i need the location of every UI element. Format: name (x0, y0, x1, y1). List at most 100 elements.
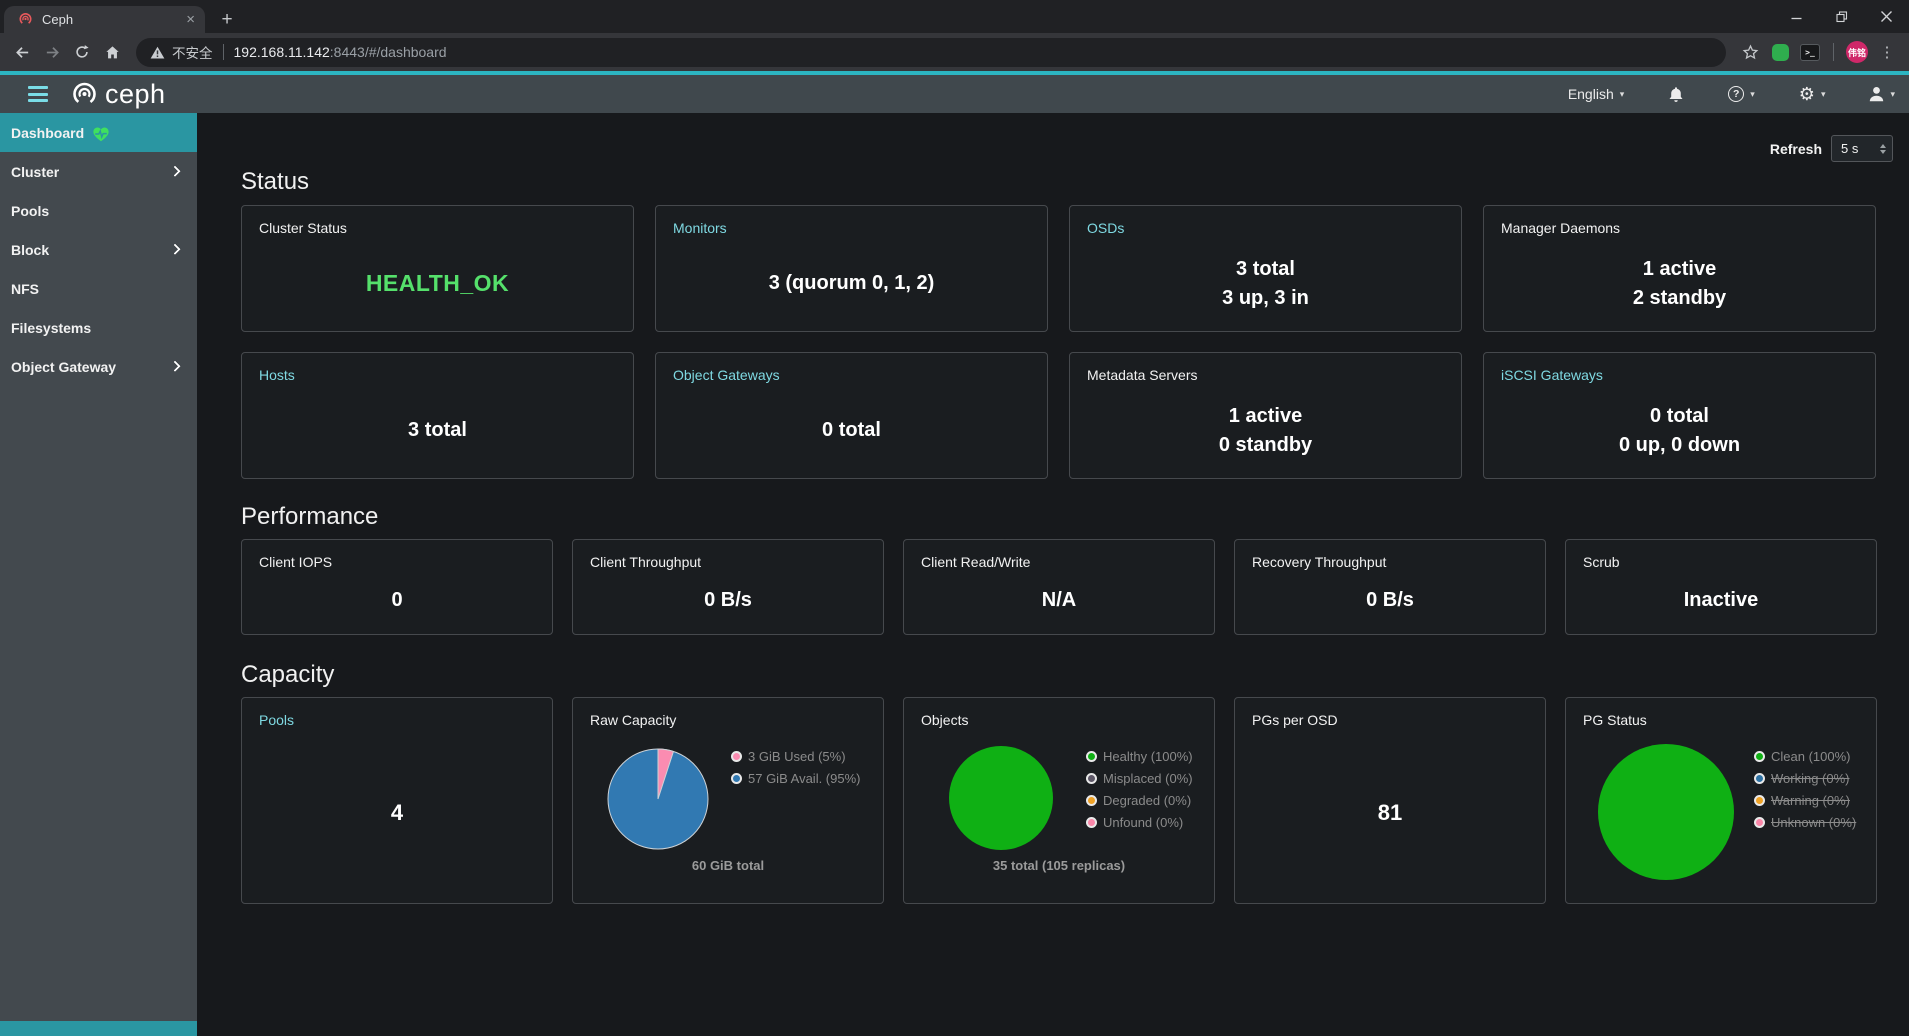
sidebar-item-pools[interactable]: Pools (11, 202, 50, 219)
security-warning-label: 不安全 (172, 46, 213, 61)
window-restore-button[interactable] (1819, 0, 1864, 33)
raw-capacity-legend: 3 GiB Used (5%) 57 GiB Avail. (95%) (731, 749, 860, 793)
pg-status-legend: Clean (100%) Working (0%) Warning (0%) U… (1754, 749, 1856, 837)
browser-tab-bar: Ceph × + (0, 0, 1909, 33)
sidebar-item-filesystems[interactable]: Filesystems (11, 319, 92, 336)
address-divider (222, 44, 224, 60)
card-title-link[interactable]: Monitors (673, 220, 727, 236)
legend-item[interactable]: Unfound (0%) (1086, 815, 1193, 830)
brand-text: ceph (105, 78, 166, 109)
card-recovery-throughput: Recovery Throughput 0 B/s (1234, 539, 1546, 635)
card-title: Manager Daemons (1501, 220, 1621, 236)
window-minimize-button[interactable] (1774, 0, 1819, 33)
tab-title: Ceph (42, 12, 74, 27)
extension-terminal-icon[interactable]: >_ (1796, 38, 1824, 66)
objects-total: 35 total (105 replicas) (992, 858, 1126, 873)
url-path: :8443/#/dashboard (329, 44, 447, 60)
performance-row: Client IOPS 0 Client Throughput 0 B/s Cl… (241, 539, 1909, 635)
objects-legend: Healthy (100%) Misplaced (0%) Degraded (… (1086, 749, 1193, 837)
card-title-link[interactable]: Pools (259, 712, 295, 728)
sidebar-item-block[interactable]: Block (0, 230, 197, 269)
sidebar: Dashboard Cluster Pools Block NFS Filesy… (0, 113, 197, 1036)
objects-pie-chart (949, 746, 1053, 850)
window-close-button[interactable] (1864, 0, 1909, 33)
card-pg-status: PG Status Clean (100%) Working (0%) (1565, 697, 1877, 904)
card-client-iops: Client IOPS 0 (241, 539, 553, 635)
card-title-link[interactable]: OSDs (1087, 220, 1125, 236)
navbar-right: English ▾ ? ▾ ⚙ ▾ ▾ (1568, 85, 1895, 103)
extension-evernote-icon[interactable] (1766, 38, 1794, 66)
chevron-down-icon: ▾ (1750, 88, 1755, 99)
status-heading: Status (241, 168, 310, 195)
forward-icon[interactable] (38, 38, 66, 66)
legend-item[interactable]: Degraded (0%) (1086, 793, 1193, 808)
help-icon: ? (1728, 86, 1745, 102)
legend-item-disabled[interactable]: Working (0%) (1754, 771, 1856, 786)
url-host: 192.168.11.142 (233, 44, 330, 60)
legend-item[interactable]: 3 GiB Used (5%) (731, 749, 860, 764)
tab-close-icon[interactable]: × (186, 11, 195, 28)
main-content: Refresh 5 s Status Cluster Status HEALTH… (197, 113, 1909, 1036)
ceph-logo-icon (73, 82, 96, 105)
sidebar-item-nfs[interactable]: NFS (11, 280, 39, 297)
chevron-down-icon: ▾ (1619, 88, 1625, 99)
card-pgs-per-osd: PGs per OSD 81 (1234, 697, 1546, 904)
ceph-logo[interactable]: ceph (70, 80, 166, 109)
notifications-bell-icon[interactable] (1668, 86, 1684, 103)
legend-item[interactable]: Healthy (100%) (1086, 749, 1193, 764)
card-objects: Objects Healthy (100%) Misplaced (0%) (903, 697, 1215, 904)
app-navbar: ceph English ▾ ? ▾ ⚙ ▾ ▾ (0, 71, 1909, 113)
card-hosts: Hosts 3 total (241, 352, 634, 479)
legend-swatch (731, 751, 742, 762)
home-icon[interactable] (98, 38, 126, 66)
card-title: Metadata Servers (1087, 367, 1198, 383)
sidebar-item-cluster[interactable]: Cluster (0, 152, 197, 191)
card-title-link[interactable]: iSCSI Gateways (1501, 367, 1603, 383)
card-raw-capacity: Raw Capacity 3 GiB Used (5%) 57 GiB Avai… (572, 697, 884, 904)
sidebar-item-object-gateway[interactable]: Object Gateway (0, 347, 197, 386)
chevron-right-icon (169, 360, 181, 372)
card-cluster-status: Cluster Status HEALTH_OK (241, 205, 634, 332)
legend-item-disabled[interactable]: Warning (0%) (1754, 793, 1856, 808)
legend-item-disabled[interactable]: Unknown (0%) (1754, 815, 1856, 830)
language-dropdown[interactable]: English ▾ (1567, 86, 1625, 102)
spinner-arrows-icon[interactable] (1880, 143, 1886, 154)
card-title-link[interactable]: Hosts (259, 367, 295, 383)
settings-dropdown[interactable]: ⚙ ▾ (1799, 85, 1826, 103)
hamburger-menu-icon[interactable] (28, 86, 48, 102)
gear-icon: ⚙ (1798, 84, 1815, 104)
back-icon[interactable] (8, 38, 36, 66)
legend-swatch (1086, 751, 1097, 762)
bookmark-star-icon[interactable] (1736, 38, 1764, 66)
health-heart-icon (92, 126, 110, 142)
chevron-right-icon (169, 165, 181, 177)
legend-item[interactable]: 57 GiB Avail. (95%) (731, 771, 860, 786)
address-bar[interactable]: 不安全 192.168.11.142 :8443/#/dashboard (136, 37, 1726, 67)
legend-swatch (1086, 817, 1097, 828)
raw-capacity-total: 60 GiB total (691, 858, 765, 873)
legend-item[interactable]: Misplaced (0%) (1086, 771, 1193, 786)
chevron-down-icon: ▾ (1820, 88, 1826, 99)
raw-capacity-pie-chart (607, 748, 709, 850)
legend-swatch (1754, 795, 1765, 806)
sidebar-item-dashboard[interactable]: Dashboard (0, 113, 197, 152)
card-title: Cluster Status (259, 220, 347, 236)
browser-tab[interactable]: Ceph × (4, 6, 205, 33)
security-warning-icon (150, 46, 165, 59)
browser-menu-icon[interactable]: ⋮ (1879, 44, 1895, 61)
legend-swatch (1754, 817, 1765, 828)
help-dropdown[interactable]: ? ▾ (1728, 86, 1755, 102)
legend-swatch (1754, 751, 1765, 762)
new-tab-button[interactable]: + (221, 9, 233, 30)
capacity-heading: Capacity (241, 661, 335, 688)
legend-item[interactable]: Clean (100%) (1754, 749, 1856, 764)
reload-icon[interactable] (68, 38, 96, 66)
sidebar-footer-bar (0, 1021, 197, 1036)
browser-toolbar: 不安全 192.168.11.142 :8443/#/dashboard >_ … (0, 33, 1909, 71)
card-object-gateways: Object Gateways 0 total (655, 352, 1048, 479)
user-icon (1870, 87, 1884, 102)
refresh-interval-select[interactable]: 5 s (1831, 135, 1893, 162)
card-title-link[interactable]: Object Gateways (673, 367, 780, 383)
browser-profile-avatar[interactable]: 伟铭 (1843, 38, 1871, 66)
user-dropdown[interactable]: ▾ (1869, 86, 1895, 102)
